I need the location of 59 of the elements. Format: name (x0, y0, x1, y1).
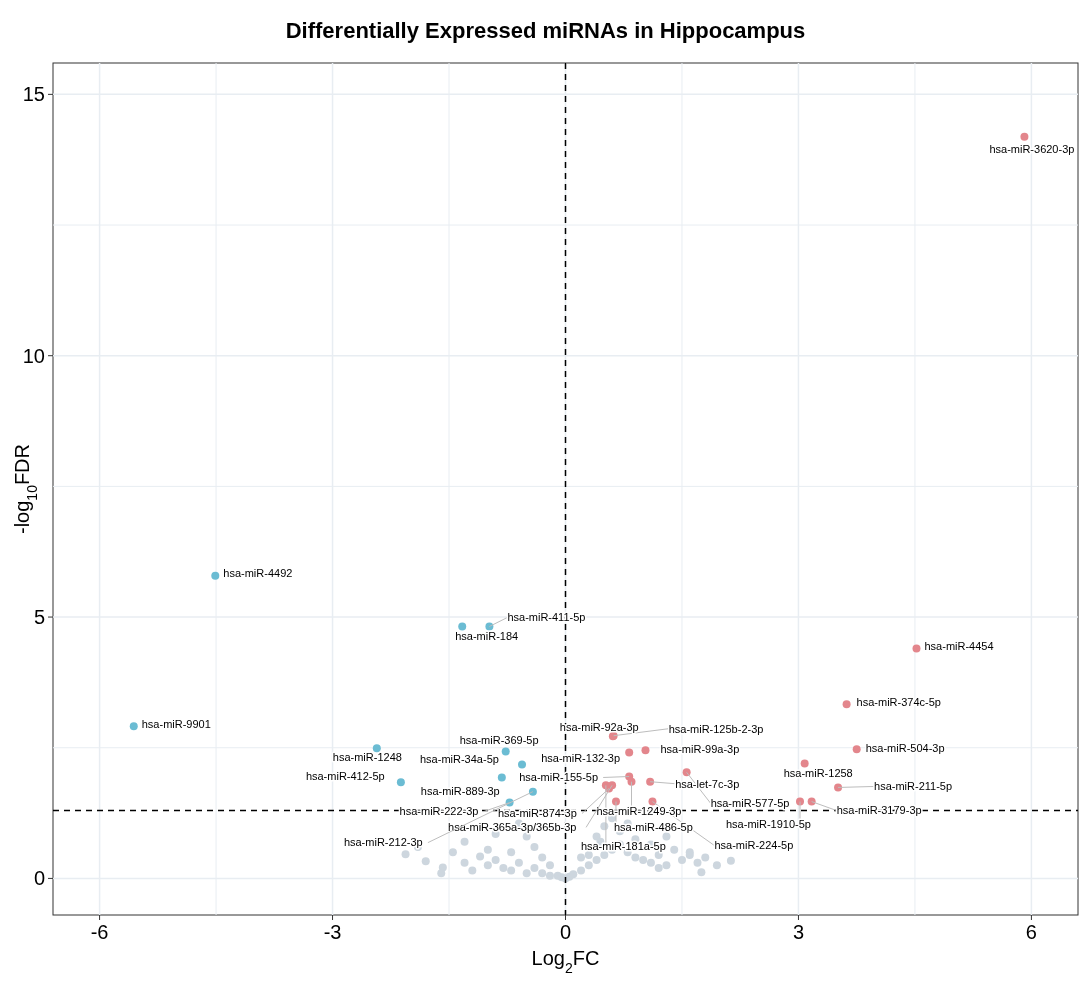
point (842, 700, 851, 709)
annotation: hsa-miR-1249-3p (596, 804, 682, 817)
point (129, 722, 138, 731)
x-tick-label: 0 (559, 921, 572, 943)
x-tick-label: -3 (323, 921, 342, 943)
annotation: hsa-miR-34a-5p (420, 753, 499, 766)
annotation: hsa-miR-224-5p (714, 839, 794, 852)
point (211, 571, 220, 580)
annotation: hsa-let-7c-3p (675, 777, 740, 790)
annotation: hsa-miR-211-5p (874, 780, 953, 793)
annotation: hsa-miR-1248 (332, 751, 402, 764)
annotation: hsa-miR-4492 (223, 566, 293, 579)
annotation: hsa-miR-486-5p (613, 821, 693, 834)
y-tick-label: 5 (33, 606, 45, 629)
annotation: hsa-miR-3620-3p (989, 142, 1075, 155)
point (625, 748, 634, 757)
annotation: hsa-miR-222-3p (399, 805, 479, 818)
annotation: hsa-miR-125b-2-3p (668, 722, 764, 735)
annotation: hsa-miR-3179-3p (836, 804, 922, 817)
point (497, 773, 506, 782)
chart-title: Differentially Expressed miRNAs in Hippocampus (285, 18, 806, 43)
annotation: hsa-miR-155-5p (519, 771, 599, 784)
x-tick-label: 6 (1025, 921, 1037, 943)
point (627, 777, 636, 786)
annotation: hsa-miR-9901 (141, 718, 211, 731)
annotation: hsa-miR-411-5p (507, 611, 586, 624)
annotation: hsa-miR-1258 (783, 767, 853, 780)
annotation: hsa-miR-889-3p (420, 785, 500, 798)
annotation: hsa-miR-1910-5p (726, 818, 811, 831)
annotation: hsa-miR-369-5p (459, 734, 539, 747)
point (641, 746, 650, 755)
y-tick-label: 15 (22, 83, 45, 106)
annotation: hsa-miR-184 (455, 630, 519, 643)
annotation: hsa-miR-99a-3p (660, 743, 740, 756)
x-axis-title: Log$_{2}$FC (531, 947, 600, 976)
point (518, 760, 527, 769)
annotation: hsa-miR-374c-5p (856, 696, 941, 709)
point (372, 744, 381, 753)
x-tick-label: 3 (792, 921, 805, 943)
annotation: hsa-miR-577-5p (710, 797, 790, 810)
y-tick-label: 10 (22, 344, 45, 367)
x-tick-label: -6 (90, 921, 109, 943)
point (800, 759, 809, 768)
point (912, 644, 921, 653)
point (852, 745, 861, 754)
annotation: hsa-miR-504-3p (865, 742, 945, 755)
annotation: hsa-miR-92a-3p (559, 721, 639, 734)
point (834, 783, 843, 792)
point (1020, 132, 1029, 141)
annotation: hsa-miR-4454 (924, 640, 994, 653)
point (458, 622, 467, 631)
y-tick-label: 0 (33, 867, 45, 890)
annotation: hsa-miR-212-3p (343, 836, 423, 849)
annotation: hsa-miR-181a-5p (580, 840, 666, 853)
point (501, 747, 510, 756)
annotation: hsa-miR-412-5p (305, 770, 385, 783)
annotation: hsa-miR-365a-3p/365b-3p (448, 821, 577, 834)
point (396, 778, 405, 787)
point (682, 768, 691, 777)
